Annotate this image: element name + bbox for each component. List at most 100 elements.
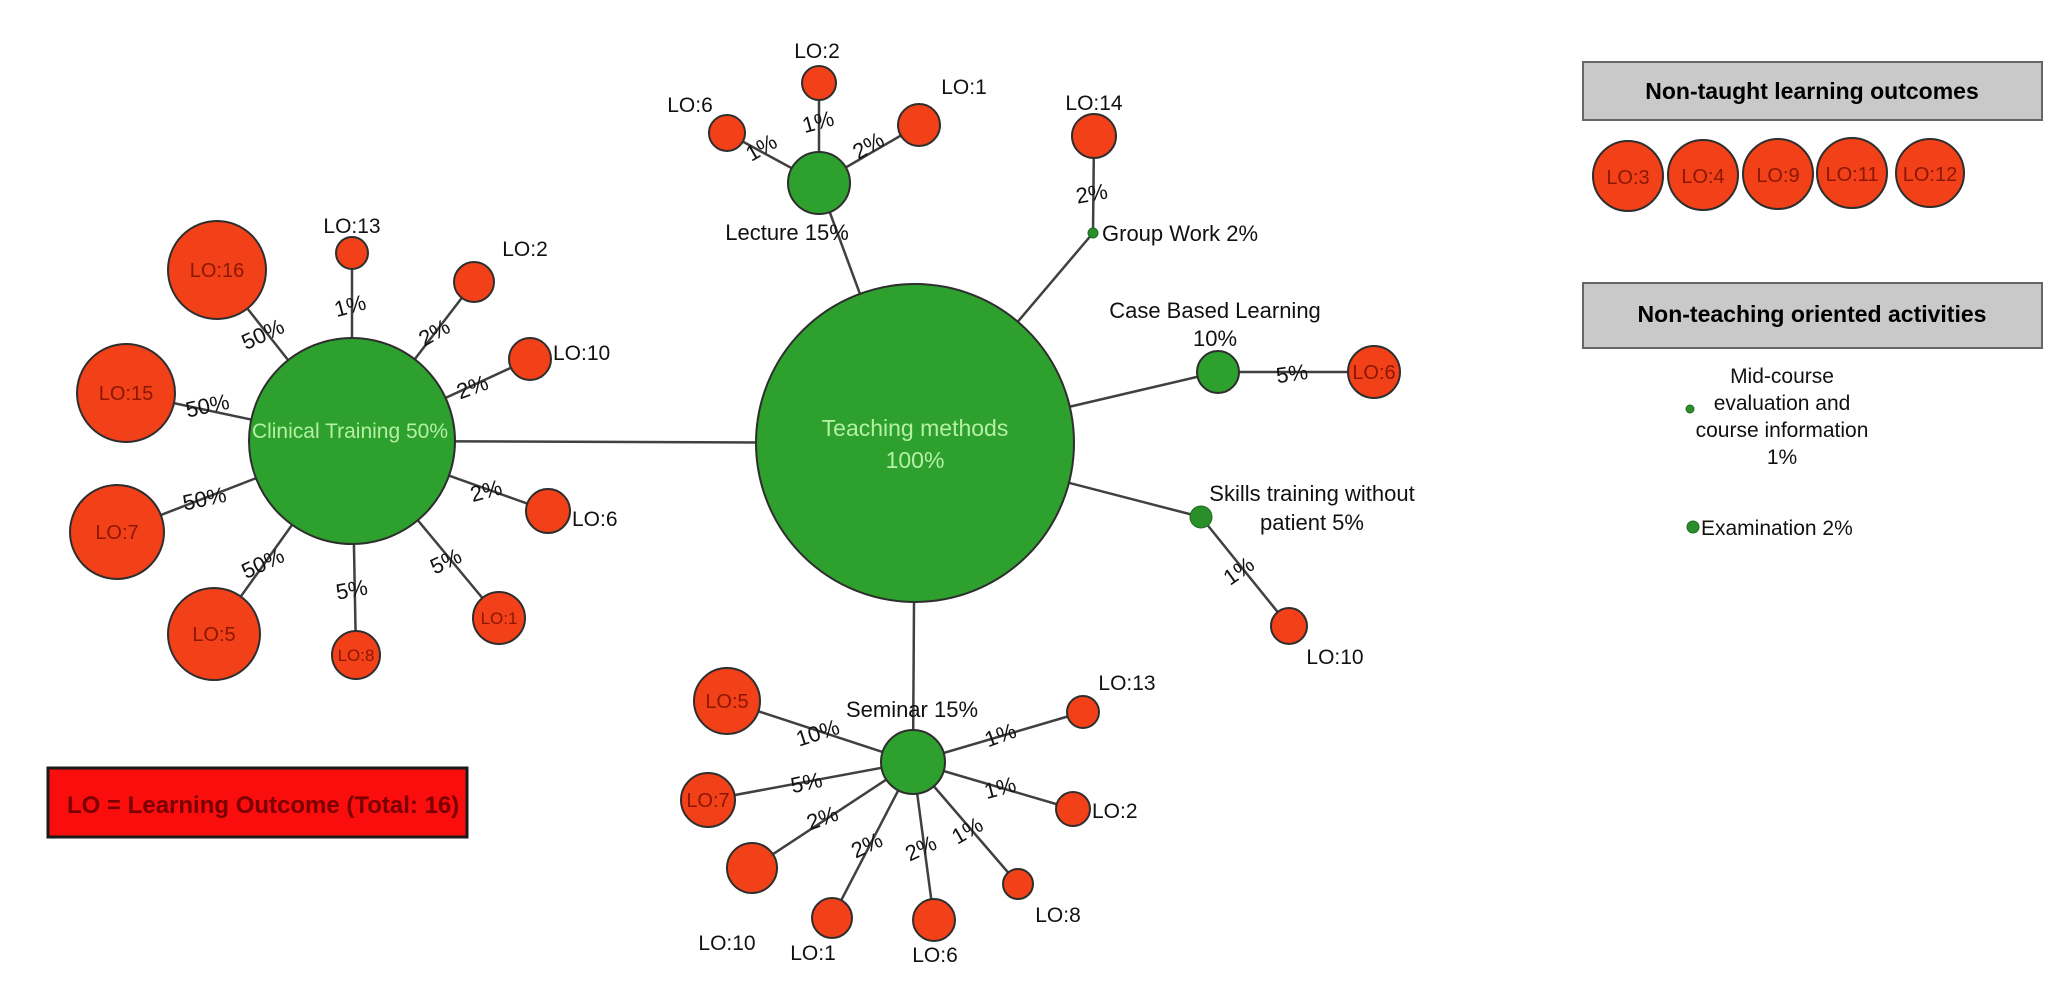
- lo-circle: [1071, 113, 1117, 159]
- lo-circle: [1347, 345, 1401, 399]
- edge-pct: 5%: [788, 767, 824, 798]
- lo-label: LO:1: [790, 942, 836, 965]
- edge-pct: 2%: [847, 827, 886, 863]
- lo-circle: [1592, 140, 1664, 212]
- panel-non-taught: Non-taught learning outcomes LO:3 LO:4 L…: [1582, 61, 2043, 212]
- panel-non-teaching: Non-teaching oriented activities Mid-cou…: [1582, 282, 2043, 540]
- case-based-circle: [1196, 350, 1240, 394]
- lo-label: LO:6: [667, 94, 713, 117]
- group-work-label: Group Work 2%: [1102, 221, 1258, 246]
- edge-pct: 2%: [414, 314, 454, 352]
- lo-label: LO:2: [1092, 800, 1138, 823]
- legend-note: LO = Learning Outcome (Total: 16): [46, 766, 469, 839]
- lo-label: LO:5: [192, 624, 235, 646]
- lo-label: LO:10: [1306, 646, 1363, 669]
- edge-pct: 5%: [1274, 359, 1309, 388]
- teaching-methods-pct: 100%: [886, 447, 945, 473]
- seminar-circle: [880, 729, 946, 795]
- non-teaching-title: Non-teaching oriented activities: [1638, 301, 1987, 327]
- cluster-case-based-learning: Case Based Learning 10% LO:6 5%: [1109, 298, 1401, 399]
- legend-note-text: LO = Learning Outcome (Total: 16): [67, 792, 459, 819]
- lo-circle: [897, 103, 941, 147]
- lo-label: LO:13: [323, 215, 380, 238]
- edge-pct: 5%: [334, 575, 370, 605]
- case-based-pct: 10%: [1193, 326, 1237, 351]
- cluster-group-work: Group Work 2% LO:14 2%: [1065, 92, 1258, 246]
- skills-training-dot: [1189, 505, 1213, 529]
- lo-circle: [525, 488, 571, 534]
- edge-pct: 1%: [981, 718, 1019, 752]
- lo-circle: [1816, 137, 1888, 209]
- lo-circle: [472, 591, 526, 645]
- lo-label: LO:7: [686, 790, 729, 812]
- lo-circle: [1066, 695, 1100, 729]
- teaching-methods-label: Teaching methods: [822, 415, 1009, 441]
- non-taught-title: Non-taught learning outcomes: [1645, 78, 1979, 104]
- lo-label: LO:10: [698, 932, 755, 955]
- edge-pct: 1%: [1219, 551, 1259, 590]
- lo-label: LO:12: [1903, 164, 1957, 186]
- lo-label: LO:4: [1681, 166, 1724, 188]
- midcourse-line2: evaluation and: [1714, 392, 1851, 415]
- lo-circle: [1002, 868, 1034, 900]
- clinical-training-label: Clinical Training 50%: [252, 420, 448, 443]
- edge-pct: 1%: [981, 772, 1018, 804]
- lo-label: LO:13: [1098, 672, 1155, 695]
- lo-label: LO:14: [1065, 92, 1123, 115]
- edge-pct: 2%: [467, 475, 504, 507]
- edge-pct: 50%: [183, 389, 231, 423]
- lo-circle: [1742, 138, 1814, 210]
- cluster-clinical-training: Clinical Training 50% LO:16 50% LO:13 1%…: [69, 215, 618, 681]
- midcourse-line1: Mid-course: [1730, 365, 1834, 388]
- legend-note-box: [46, 766, 469, 839]
- lo-circle: [1270, 607, 1308, 645]
- lo-circle: [811, 897, 853, 939]
- non-teaching-title-box: [1582, 282, 2043, 349]
- edge-pct: 2%: [901, 830, 940, 866]
- lo-circle: [69, 484, 165, 580]
- lo-circle: [167, 220, 267, 320]
- lo-circle: [1055, 791, 1091, 827]
- lo-circle: [453, 261, 495, 303]
- lo-label: LO:9: [1756, 165, 1799, 187]
- lo-label: LO:16: [190, 260, 244, 282]
- midcourse-line3: course information: [1696, 419, 1869, 442]
- lo-circle: [1895, 138, 1965, 208]
- lo-label: LO:3: [1606, 167, 1649, 189]
- lo-circle: [912, 898, 956, 942]
- lo-label: LO:8: [1035, 904, 1081, 927]
- lo-circle: [680, 772, 736, 828]
- lo-circle: [1667, 139, 1739, 211]
- seminar-label: Seminar 15%: [846, 697, 978, 722]
- lo-label: LO:7: [95, 522, 138, 544]
- edge-pct: 2%: [453, 370, 491, 404]
- edge-pct: 1%: [799, 106, 836, 138]
- midcourse-line4: 1%: [1767, 446, 1797, 469]
- cluster-lecture: Lecture 15% LO:6 1% LO:2 1% LO:1 2%: [667, 40, 987, 245]
- edge-pct: 2%: [848, 127, 888, 165]
- examination-label: Examination 2%: [1701, 517, 1853, 540]
- cluster-seminar: Seminar 15% LO:5 10% LO:7 5% LO:10 2% LO…: [680, 667, 1156, 967]
- edge-pct: 50%: [180, 482, 228, 516]
- lo-label: LO:15: [99, 383, 153, 405]
- lo-label: LO:8: [338, 646, 375, 665]
- midcourse-dot: [1685, 404, 1695, 414]
- edge: [707, 760, 914, 802]
- cluster-skills-training: Skills training without patient 5% LO:10…: [1189, 481, 1415, 669]
- edge: [1200, 516, 1290, 627]
- lo-label: LO:10: [553, 342, 610, 365]
- skills-training-label-line2: patient 5%: [1260, 510, 1364, 535]
- lo-label: LO:6: [912, 944, 958, 967]
- lo-label: LO:1: [481, 609, 518, 628]
- edge-pct: 2%: [803, 801, 841, 835]
- lo-label: LO:6: [572, 508, 618, 531]
- lo-circle: [801, 65, 837, 101]
- examination-dot: [1686, 520, 1700, 534]
- skills-training-label-line1: Skills training without: [1209, 481, 1414, 506]
- lo-label: LO:5: [705, 691, 748, 713]
- lo-circle: [708, 114, 746, 152]
- lo-label: LO:2: [794, 40, 840, 63]
- clinical-training-circle: [248, 337, 456, 545]
- lecture-label: Lecture 15%: [725, 220, 849, 245]
